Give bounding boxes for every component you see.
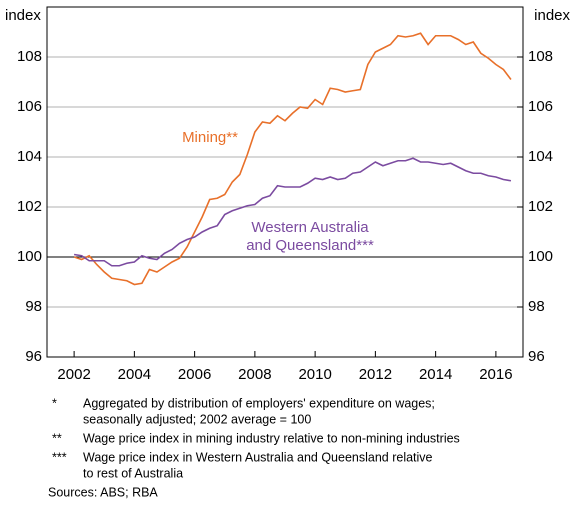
x-tick-label: 2010 xyxy=(298,366,331,383)
y2-tick-label: 100 xyxy=(528,248,553,265)
y-tick-label: 98 xyxy=(25,298,42,315)
series-line xyxy=(73,157,512,267)
x-tick-label: 2012 xyxy=(359,366,392,383)
y2-tick-label: 98 xyxy=(528,298,545,315)
note-text: Wage price index in mining industry rela… xyxy=(83,431,460,445)
note-text: Wage price index in Western Australia an… xyxy=(83,450,433,464)
y2-tick-label: 106 xyxy=(528,98,553,115)
note-marker: *** xyxy=(52,450,67,464)
x-tick-label: 2008 xyxy=(238,366,271,383)
y2-tick-label: 108 xyxy=(528,48,553,65)
series-label: Mining** xyxy=(182,129,238,146)
note-text: seasonally adjusted; 2002 average = 100 xyxy=(83,412,311,426)
x-tick-label: 2002 xyxy=(57,366,90,383)
series-label: Western Australia and Queensland*** xyxy=(246,219,374,254)
y2-tick-label: 96 xyxy=(528,348,545,365)
note-marker: * xyxy=(52,396,57,410)
x-tick-label: 2004 xyxy=(118,366,151,383)
y2-axis-label: index xyxy=(534,7,570,24)
y-tick-label: 96 xyxy=(25,348,42,365)
y-tick-label: 100 xyxy=(17,248,42,265)
y2-tick-label: 104 xyxy=(528,148,553,165)
y2-tick-label: 102 xyxy=(528,198,553,215)
x-tick-label: 2014 xyxy=(419,366,452,383)
source: Sources: ABS; RBA xyxy=(48,485,158,499)
y-tick-label: 104 xyxy=(17,148,42,165)
plot-frame xyxy=(46,6,524,358)
note-marker: ** xyxy=(52,431,62,445)
x-tick-label: 2016 xyxy=(479,366,512,383)
x-tick-label: 2006 xyxy=(178,366,211,383)
note-text: to rest of Australia xyxy=(83,466,183,480)
note-text: Aggregated by distribution of employers'… xyxy=(83,396,435,410)
y-tick-label: 108 xyxy=(17,48,42,65)
y-tick-label: 106 xyxy=(17,98,42,115)
y-axis-label: index xyxy=(5,7,41,24)
series-line xyxy=(73,32,512,286)
y-tick-label: 102 xyxy=(17,198,42,215)
